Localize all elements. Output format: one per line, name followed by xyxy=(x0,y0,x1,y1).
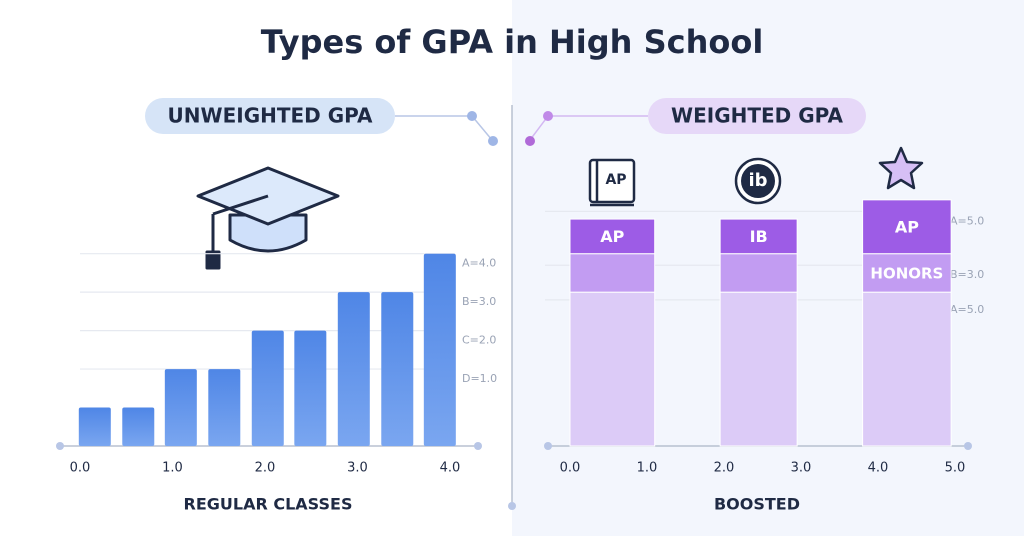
segment-label: AP xyxy=(600,227,624,246)
dot xyxy=(467,111,477,121)
x-tick-label: 2.0 xyxy=(714,461,735,476)
bar-segment xyxy=(862,291,952,447)
x-tick-label: 1.0 xyxy=(637,461,658,476)
bar xyxy=(423,253,456,446)
bar xyxy=(122,407,155,446)
x-tick-label: 4.0 xyxy=(440,461,461,476)
connector xyxy=(395,115,493,141)
pill xyxy=(145,98,395,134)
dot xyxy=(56,442,64,450)
bar xyxy=(294,330,327,446)
bar xyxy=(164,369,197,446)
segment-label: HONORS xyxy=(870,264,943,282)
icon-label: AP xyxy=(605,172,626,188)
dot xyxy=(474,442,482,450)
x-tick-label: 0.0 xyxy=(560,461,581,476)
x-tick-label: 5.0 xyxy=(945,461,966,476)
dot xyxy=(525,136,535,146)
dot xyxy=(543,111,553,121)
icon-label: ib xyxy=(748,170,767,191)
x-tick-label: 0.0 xyxy=(70,461,91,476)
dot xyxy=(964,442,972,450)
pill-label: UNWEIGHTED GPA xyxy=(168,104,373,128)
bar-segment xyxy=(569,218,656,255)
bar-segment xyxy=(719,291,798,447)
pill xyxy=(648,98,866,134)
y-tick-label: A=5.0 xyxy=(950,214,984,227)
bar-segment xyxy=(862,253,952,293)
y-tick-label: B=3.0 xyxy=(462,295,496,308)
ib-icon-inner xyxy=(741,164,775,198)
bar-segment xyxy=(862,199,952,255)
bar-segment xyxy=(569,291,656,447)
segment-label: AP xyxy=(895,217,919,236)
x-tick-label: 3.0 xyxy=(791,461,812,476)
graduation-cap-icon xyxy=(196,166,340,270)
bar-segment xyxy=(719,218,798,255)
bar xyxy=(208,369,241,446)
segment-label: IB xyxy=(750,227,768,246)
y-tick-label: B=3.0 xyxy=(950,268,984,281)
bar-segment xyxy=(719,253,798,293)
y-tick-label: C=2.0 xyxy=(462,334,496,347)
bar xyxy=(337,292,370,446)
x-axis-label: BOOSTED xyxy=(714,495,800,514)
bar xyxy=(251,330,284,446)
y-tick-label: D=1.0 xyxy=(462,372,497,385)
page-title: Types of GPA in High School xyxy=(261,23,764,61)
book-icon xyxy=(588,158,636,207)
bar-segment xyxy=(569,253,656,293)
x-axis-label: REGULAR CLASSES xyxy=(184,495,353,514)
star-icon xyxy=(878,146,924,190)
pill-label: WEIGHTED GPA xyxy=(671,104,843,128)
x-tick-label: 4.0 xyxy=(868,461,889,476)
y-tick-label: A=5.0 xyxy=(950,303,984,316)
x-tick-label: 2.0 xyxy=(255,461,276,476)
divider-dot xyxy=(508,502,516,510)
dot xyxy=(544,442,552,450)
x-tick-label: 1.0 xyxy=(162,461,183,476)
dot xyxy=(488,136,498,146)
y-tick-label: A=4.0 xyxy=(462,257,496,270)
x-tick-label: 3.0 xyxy=(347,461,368,476)
bar xyxy=(381,292,414,446)
bar xyxy=(78,407,111,446)
